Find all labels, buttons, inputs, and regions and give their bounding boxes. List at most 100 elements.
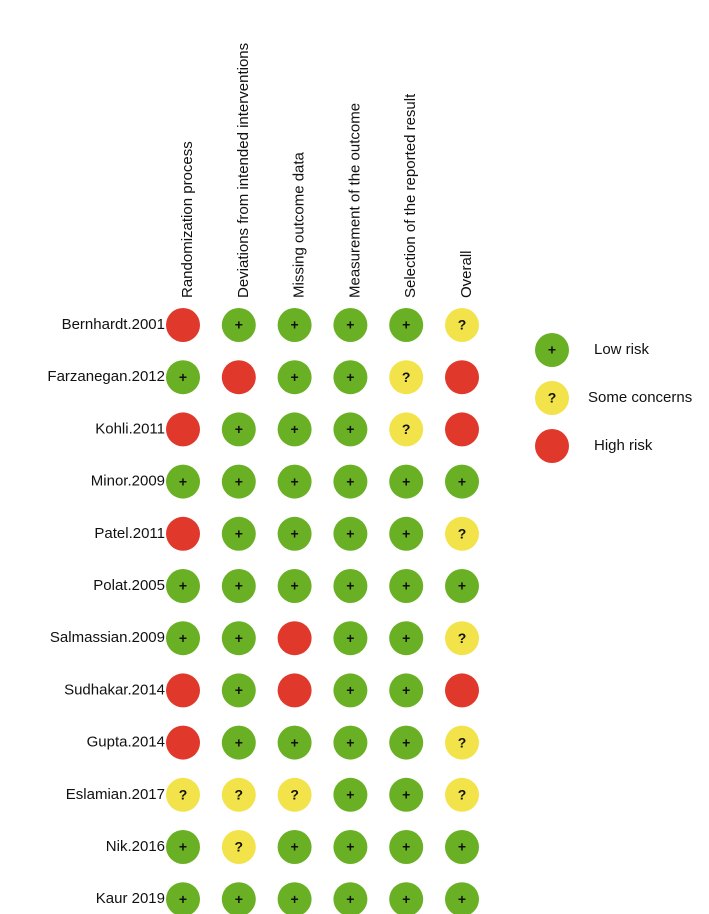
judgment-symbol: + — [291, 578, 299, 594]
judgment-symbol: + — [179, 630, 187, 646]
study-label: Farzanegan.2012 — [47, 368, 165, 385]
study-label: Salmassian.2009 — [50, 629, 165, 646]
legend-symbol: + — [548, 342, 556, 358]
judgment-dot — [166, 412, 200, 447]
study-label: Gupta.2014 — [87, 734, 165, 751]
judgment-dot — [389, 569, 424, 603]
judgment-dot — [333, 830, 368, 864]
judgment-symbol: + — [402, 734, 410, 750]
judgment-dot — [221, 673, 256, 708]
judgment-dot — [277, 569, 312, 603]
judgment-symbol: + — [346, 578, 354, 594]
judgment-dot — [166, 516, 200, 551]
judgment-dot — [333, 569, 368, 603]
judgment-dot — [166, 621, 200, 656]
judgment-dot — [277, 464, 312, 499]
judgment-dot — [445, 516, 479, 551]
judgment-symbol: + — [346, 526, 354, 542]
judgment-dot — [389, 830, 424, 864]
judgment-symbol: + — [402, 682, 410, 698]
judgment-symbol: + — [346, 682, 354, 698]
judgment-dot — [277, 308, 312, 342]
judgment-symbol: + — [291, 891, 299, 907]
legend-dot — [535, 333, 569, 367]
study-label: Kohli.2011 — [95, 420, 165, 437]
judgment-dot — [221, 412, 256, 447]
judgment-symbol: + — [179, 473, 187, 489]
judgment-symbol: + — [346, 369, 354, 385]
judgment-symbol: ? — [458, 317, 467, 333]
judgment-dot — [166, 725, 200, 760]
judgment-dot — [445, 673, 479, 708]
judgment-dot — [445, 830, 479, 864]
judgment-dot — [445, 308, 479, 342]
study-label: Patel.2011 — [94, 525, 165, 542]
judgment-symbol: + — [235, 734, 243, 750]
judgment-symbol: + — [346, 891, 354, 907]
judgment-symbol: ? — [458, 734, 467, 750]
judgment-dot — [221, 464, 256, 499]
judgment-symbol: + — [291, 473, 299, 489]
study-label: Minor.2009 — [91, 473, 165, 490]
study-label: Kaur 2019 — [96, 890, 165, 907]
judgment-dot — [445, 882, 479, 914]
judgment-dot — [166, 569, 200, 603]
judgment-dot — [445, 621, 479, 656]
judgment-dot — [166, 777, 200, 812]
column-header: Measurement of the outcome — [346, 103, 363, 298]
judgment-dot — [166, 882, 200, 914]
judgment-symbol: + — [235, 526, 243, 542]
column-header: Missing outcome data — [291, 151, 308, 298]
judgment-symbol: + — [402, 578, 410, 594]
judgment-dot — [389, 882, 424, 914]
judgment-symbol: + — [458, 473, 466, 489]
judgment-symbol: + — [346, 317, 354, 333]
legend-dot — [535, 381, 569, 415]
judgment-dot — [277, 725, 312, 760]
judgment-dot — [166, 464, 200, 499]
judgment-dot — [166, 830, 200, 864]
judgment-symbol: + — [235, 578, 243, 594]
legend-dot — [535, 429, 569, 463]
judgment-dot — [389, 412, 424, 447]
judgment-dot — [221, 308, 256, 342]
judgment-symbol: + — [179, 369, 187, 385]
judgment-symbol: + — [235, 317, 243, 333]
study-label: Eslamian.2017 — [66, 786, 165, 803]
judgment-symbol: ? — [235, 787, 244, 803]
judgment-symbol: + — [402, 787, 410, 803]
judgment-symbol: + — [291, 421, 299, 437]
legend-symbol: ? — [548, 390, 557, 406]
study-label: Bernhardt.2001 — [62, 316, 165, 333]
judgment-dot — [389, 516, 424, 551]
judgment-symbol: + — [458, 891, 466, 907]
study-label: Sudhakar.2014 — [64, 681, 165, 698]
judgment-dot — [221, 725, 256, 760]
judgment-symbol: + — [291, 369, 299, 385]
legend-label: Low risk — [594, 341, 650, 358]
judgment-symbol: ? — [402, 369, 411, 385]
judgment-symbol: + — [291, 317, 299, 333]
judgment-symbol: ? — [235, 839, 244, 855]
judgment-symbol: ? — [290, 787, 299, 803]
judgment-dot — [389, 673, 424, 708]
judgment-symbol: + — [402, 526, 410, 542]
judgment-symbol: + — [291, 526, 299, 542]
judgment-dot — [277, 830, 312, 864]
judgment-dot — [277, 673, 312, 708]
judgment-symbol: + — [179, 578, 187, 594]
judgment-dot — [445, 412, 479, 447]
judgment-symbol: ? — [458, 526, 467, 542]
judgment-symbol: + — [291, 839, 299, 855]
judgment-symbol: + — [235, 473, 243, 489]
judgment-dot — [389, 725, 424, 760]
column-header: Randomization process — [179, 141, 196, 298]
judgment-dot — [221, 360, 256, 395]
judgment-symbol: + — [402, 839, 410, 855]
judgment-dot — [445, 569, 479, 603]
judgment-symbol: + — [458, 578, 466, 594]
judgment-symbol: + — [235, 891, 243, 907]
judgment-symbol: + — [235, 630, 243, 646]
